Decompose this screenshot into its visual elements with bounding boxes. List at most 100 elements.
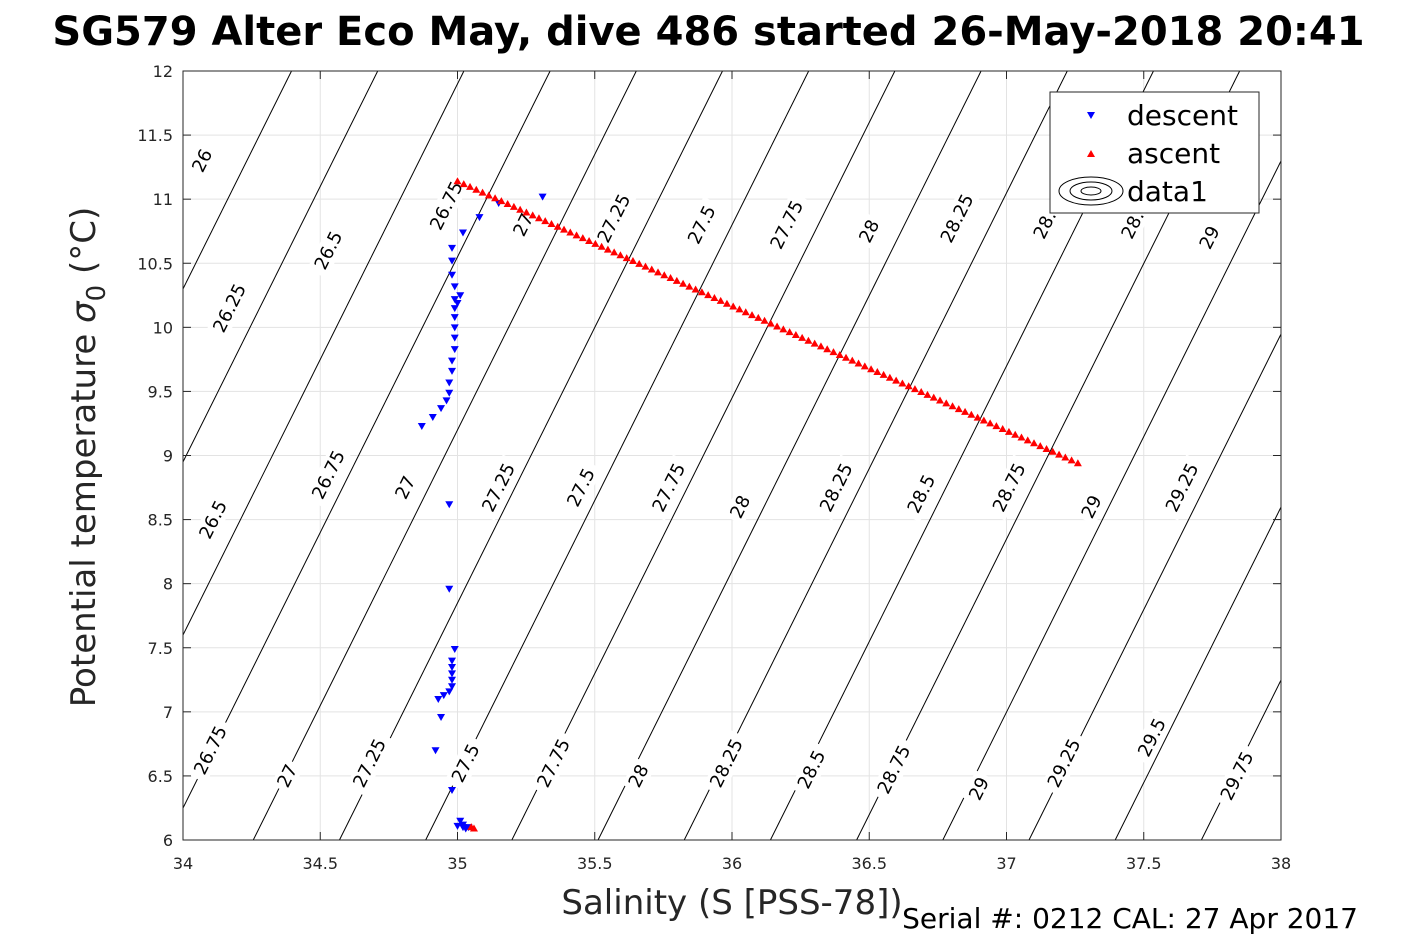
y-tick-label: 8 — [163, 575, 173, 594]
ascent-point — [910, 385, 919, 393]
ascent-point — [672, 276, 681, 284]
x-tick-label: 36 — [722, 854, 742, 873]
ascent-point — [597, 242, 606, 250]
ascent-point — [848, 356, 857, 364]
descent-point — [538, 193, 547, 201]
ascent-point — [491, 194, 500, 202]
y-tick-label: 7.5 — [148, 639, 173, 658]
y-tick-label: 9 — [163, 447, 173, 466]
legend-box — [1049, 91, 1260, 214]
contour-label-bg — [644, 454, 693, 521]
ascent-point — [647, 265, 656, 273]
legend-descent-label: descent — [1127, 99, 1238, 132]
x-tick-label: 37.5 — [1126, 854, 1162, 873]
ascent-point — [810, 339, 819, 347]
legend-ascent-marker — [1087, 150, 1095, 157]
ascent-point — [603, 245, 612, 253]
ascent-point — [823, 345, 832, 353]
legend-data1-label: data1 — [1127, 175, 1208, 208]
ascent-point — [459, 180, 468, 188]
y-tick-label: 7 — [163, 703, 173, 722]
ascent-point — [1011, 430, 1020, 438]
ascent-point — [986, 419, 995, 427]
descent-point — [475, 214, 484, 222]
contour-label-bg — [529, 729, 578, 797]
descent-point — [439, 692, 448, 700]
contour-label-bg — [933, 185, 981, 252]
ascent-point — [685, 282, 694, 290]
ascent-point — [804, 336, 813, 344]
ascent-point — [967, 410, 976, 418]
ascent-point — [735, 305, 744, 313]
descent-point — [450, 324, 459, 332]
ascent-point — [704, 291, 713, 299]
contour-label-bg — [1130, 709, 1174, 766]
ascent-point — [635, 259, 644, 267]
descent-point — [453, 822, 462, 830]
contour-label-bg — [680, 196, 724, 253]
ascent-point — [917, 387, 926, 395]
ascent-point — [484, 191, 493, 199]
ascent-point — [1055, 450, 1064, 458]
descent-point — [450, 283, 459, 291]
contour-label: 27.5 — [444, 734, 488, 792]
density-isoline — [1028, 332, 1281, 840]
y-tick-label: 9.5 — [148, 382, 173, 401]
ascent-point — [1073, 459, 1082, 467]
descent-point — [450, 346, 459, 354]
ascent-point — [516, 205, 525, 213]
x-tick-label: 34 — [173, 854, 193, 873]
contour-label: 28 — [852, 212, 886, 250]
ascent-point — [798, 333, 807, 341]
descent-point — [448, 244, 457, 252]
ascent-point — [1030, 439, 1039, 447]
descent-point — [453, 299, 462, 307]
contour-label-bg — [388, 469, 422, 506]
y-tick-label: 6.5 — [148, 767, 173, 786]
ascent-point — [522, 208, 531, 216]
x-tick-label: 36.5 — [851, 854, 887, 873]
ascent-point — [572, 231, 581, 239]
axis-ticks — [182, 70, 1282, 841]
contour-label-bg — [422, 172, 471, 239]
ascent-point — [453, 177, 462, 185]
descent-point — [448, 257, 457, 265]
x-tick-labels: 34 34.5 35 35.5 36 36.5 37 37.5 38 — [173, 854, 1291, 873]
ascent-point — [1023, 436, 1032, 444]
contour-label-bg — [205, 275, 254, 342]
ascent-point — [1042, 444, 1051, 452]
y-axis-label: Potential temperature σ0 (°C) — [64, 207, 112, 707]
ascent-point — [785, 328, 794, 336]
descent-point — [445, 379, 454, 387]
ascent-point — [585, 237, 594, 245]
ascent-point — [591, 239, 600, 247]
x-axis-label: Salinity (S [PSS-78]) — [561, 883, 902, 923]
ascent-point — [716, 296, 725, 304]
descent-point — [450, 305, 459, 313]
ascent-point — [1067, 456, 1076, 464]
y-tick-label: 10 — [153, 318, 173, 337]
ascent-point — [854, 359, 863, 367]
descent-point — [434, 696, 443, 704]
series-points — [417, 177, 1082, 833]
contour-label-bg — [191, 491, 235, 548]
ascent-point — [467, 823, 476, 831]
descent-point — [461, 825, 470, 833]
ascent-point — [948, 402, 957, 410]
descent-point — [450, 296, 459, 304]
contour-label-bg — [186, 717, 235, 784]
y-tick-label: 12 — [153, 62, 173, 81]
contour-label-bg — [899, 465, 943, 523]
contour-label-bg — [345, 729, 394, 797]
contour-label-bg — [590, 185, 638, 252]
ascent-point — [553, 222, 562, 230]
ascent-point — [466, 182, 475, 190]
contour-label-bg — [474, 454, 523, 521]
ascent-point — [835, 350, 844, 358]
descent-point — [448, 367, 457, 375]
legend-contour-icon — [1058, 176, 1124, 206]
contour-label-bg — [852, 212, 886, 250]
density-isoline — [1374, 71, 1417, 840]
density-isoline — [511, 71, 896, 840]
